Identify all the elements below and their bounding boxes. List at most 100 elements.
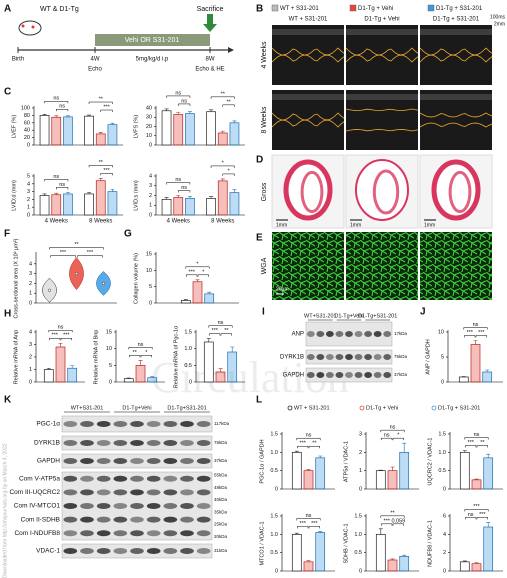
y-tick-label: 2 bbox=[29, 281, 32, 287]
sig-label: ns bbox=[384, 433, 390, 439]
kda-label: 55kDa bbox=[214, 473, 228, 478]
protein-label: Com III-UQCRC2 bbox=[9, 489, 60, 496]
sig-bracket bbox=[463, 327, 488, 330]
sig-bracket bbox=[178, 103, 191, 106]
error-bar bbox=[176, 112, 181, 115]
y-tick-label: 40 bbox=[24, 128, 30, 134]
kda-label: 48kDa bbox=[214, 485, 228, 490]
y-tick-label: 0 bbox=[441, 379, 444, 385]
error-bar bbox=[54, 192, 59, 195]
heart-septum bbox=[300, 170, 324, 214]
sig-label: *** bbox=[473, 504, 480, 510]
error-bar bbox=[390, 466, 395, 471]
kda-label: 117kDa bbox=[214, 421, 230, 426]
error-bar bbox=[232, 189, 237, 193]
wga-image bbox=[272, 232, 344, 300]
blot-band bbox=[180, 548, 194, 554]
error-bar bbox=[164, 108, 169, 111]
label: WT & D1-Tg bbox=[40, 6, 79, 13]
blot-band bbox=[113, 489, 128, 496]
sig-label: *** bbox=[60, 250, 67, 256]
y-axis-label: LVEF (%) bbox=[11, 115, 17, 139]
sig-bracket bbox=[297, 445, 309, 449]
sig-label: * bbox=[222, 160, 225, 166]
y-axis-label: LVID;d (mm) bbox=[11, 180, 17, 211]
echo-band bbox=[420, 29, 492, 35]
legend-label: D1-Tg + S31-201 bbox=[438, 405, 480, 411]
sig-label: * bbox=[145, 350, 148, 356]
sig-label: ** bbox=[221, 91, 226, 97]
y-tick-label: 0 bbox=[149, 212, 152, 218]
error-bar bbox=[318, 455, 323, 458]
kda-label: 75kDa bbox=[394, 354, 408, 359]
error-bar bbox=[232, 120, 237, 123]
kda-label: 20kDa bbox=[214, 534, 228, 539]
bar bbox=[55, 346, 66, 383]
sig-bracket bbox=[60, 338, 72, 341]
y-tick-label: 0.5 bbox=[270, 468, 278, 474]
sig-label: ns bbox=[53, 174, 59, 180]
bar bbox=[192, 281, 203, 304]
bar bbox=[483, 526, 494, 572]
blot-band bbox=[345, 354, 353, 360]
error-bar bbox=[462, 450, 467, 453]
error-bar bbox=[230, 346, 235, 352]
blot-band bbox=[373, 372, 382, 378]
y-tick-label: 4 bbox=[29, 261, 32, 267]
protein-label: Com I-NDUFB8 bbox=[14, 530, 60, 537]
y-tick-label: 1.5 bbox=[438, 431, 446, 437]
bar bbox=[375, 533, 386, 572]
sig-bracket bbox=[56, 187, 69, 190]
label: Birth bbox=[12, 57, 24, 63]
legend-swatch bbox=[349, 4, 357, 12]
panel-label: G bbox=[124, 229, 132, 240]
blot-band bbox=[130, 421, 144, 427]
kda-label: 25kDa bbox=[214, 522, 228, 527]
y-tick-label: 1.5 bbox=[270, 431, 278, 437]
blot-band bbox=[196, 530, 211, 537]
sig-bracket bbox=[308, 445, 320, 449]
y-axis-label: LVID;s (mm) bbox=[133, 180, 139, 211]
y-tick-label: 15 bbox=[106, 329, 112, 335]
y-tick-label: 3 bbox=[27, 189, 30, 195]
scale-label: 1mm bbox=[350, 222, 361, 228]
panel-label: H bbox=[4, 309, 11, 320]
blot-band bbox=[180, 489, 194, 496]
sig-bracket bbox=[166, 95, 191, 98]
bar bbox=[51, 194, 62, 216]
sig-label: *** bbox=[383, 518, 390, 524]
error-bar bbox=[98, 132, 103, 134]
label: Vehi OR S31-201 bbox=[125, 37, 180, 44]
protein-label: DYRK1B bbox=[34, 440, 60, 447]
blot-band bbox=[196, 458, 211, 464]
error-bar bbox=[220, 178, 225, 181]
y-tick-label: 0 bbox=[149, 300, 152, 306]
blot-band bbox=[196, 475, 211, 482]
protein-label: GAPDH bbox=[37, 458, 60, 465]
error-bar bbox=[110, 122, 115, 125]
blot-band bbox=[180, 475, 194, 482]
blot-band bbox=[63, 489, 78, 496]
y-tick-label: 1.0 bbox=[270, 450, 278, 456]
kda-label: 17kDa bbox=[394, 331, 408, 336]
sig-label: ns bbox=[390, 425, 396, 431]
sig-bracket bbox=[129, 355, 141, 358]
sig-bracket bbox=[465, 445, 477, 448]
sig-label: *** bbox=[467, 440, 474, 446]
y-tick-label: 1.5 bbox=[184, 329, 192, 335]
kda-label: 35kDa bbox=[214, 509, 228, 514]
error-bar bbox=[42, 113, 47, 116]
y-tick-label: 0 bbox=[275, 486, 278, 492]
bar bbox=[107, 191, 118, 216]
panel-label: J bbox=[420, 307, 426, 318]
heart-septum bbox=[448, 170, 472, 214]
bar bbox=[173, 114, 184, 146]
blot-band bbox=[383, 372, 392, 378]
sig-bracket bbox=[476, 445, 488, 448]
label: 5mg/kg/d i.p bbox=[136, 57, 169, 63]
column-head: WT + S31-201 bbox=[289, 17, 328, 23]
x-tick-label: 4 Weeks bbox=[167, 219, 190, 225]
scale-label: 1mm bbox=[424, 222, 435, 228]
bar bbox=[470, 344, 481, 383]
sig-label: *** bbox=[103, 104, 110, 110]
